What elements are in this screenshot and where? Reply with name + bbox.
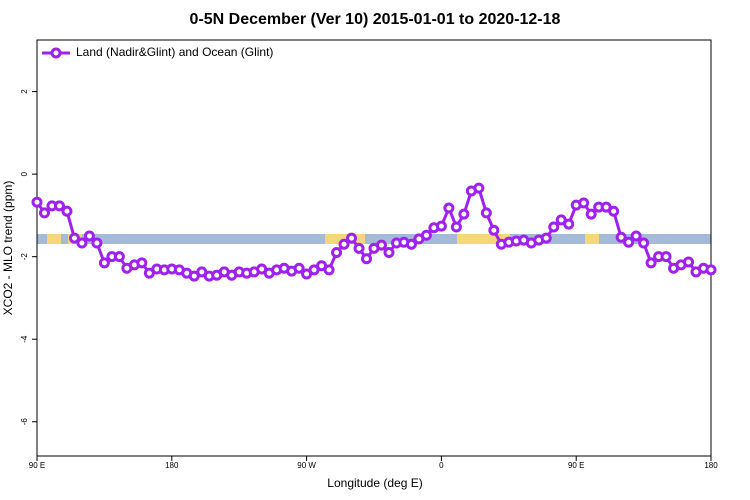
data-point — [113, 251, 125, 263]
y-tick-label: -6 — [20, 418, 29, 426]
data-point — [578, 197, 590, 209]
data-point — [450, 221, 462, 233]
y-tick-label: 2 — [20, 89, 29, 94]
data-point — [623, 236, 635, 248]
legend-label: Land (Nadir&Glint) and Ocean (Glint) — [76, 45, 273, 59]
data-point — [76, 237, 88, 249]
x-tick-label: 0 — [439, 461, 444, 470]
data-point — [473, 182, 485, 194]
chart-title: 0-5N December (Ver 10) 2015-01-01 to 202… — [190, 11, 561, 28]
data-point — [458, 208, 470, 220]
legend: Land (Nadir&Glint) and Ocean (Glint) — [42, 45, 273, 59]
legend-marker — [50, 47, 62, 59]
data-point — [638, 237, 650, 249]
data-point — [443, 202, 455, 214]
data-point — [563, 218, 575, 230]
data-point — [98, 257, 110, 269]
ocean-band — [37, 234, 711, 244]
data-point — [615, 231, 627, 243]
surface-band — [37, 234, 711, 244]
data-point — [68, 232, 80, 244]
data-point — [31, 196, 43, 208]
data-point — [38, 207, 50, 219]
x-tick-label: 90 E — [29, 461, 45, 470]
x-tick-label: 180 — [704, 461, 718, 470]
data-point — [488, 224, 500, 236]
y-tick-label: -4 — [20, 335, 29, 343]
land-band — [47, 234, 61, 244]
data-point — [548, 221, 560, 233]
land-band — [457, 234, 510, 244]
data-point — [645, 257, 657, 269]
data-point — [705, 264, 717, 276]
data-point — [346, 232, 358, 244]
data-point — [480, 207, 492, 219]
data-point — [293, 262, 305, 274]
x-axis-label: Longitude (deg E) — [327, 476, 422, 490]
data-point — [91, 237, 103, 249]
data-point — [83, 230, 95, 242]
data-point — [435, 220, 447, 232]
data-point — [61, 205, 73, 217]
y-axis-label: XCO2 - MLO trend (ppm) — [1, 181, 15, 316]
data-point — [585, 208, 597, 220]
data-point — [683, 256, 695, 268]
x-tick-label: 90 E — [568, 461, 584, 470]
data-point — [353, 242, 365, 254]
land-band — [585, 234, 599, 244]
data-point — [136, 257, 148, 269]
data-point — [375, 239, 387, 251]
y-tick-label: 0 — [20, 171, 29, 176]
y-tick-label: -2 — [20, 253, 29, 261]
data-point — [331, 247, 343, 259]
data-point — [540, 232, 552, 244]
data-point — [660, 251, 672, 263]
data-point — [383, 247, 395, 259]
x-tick-label: 90 W — [297, 461, 316, 470]
data-point — [53, 200, 65, 212]
plot-frame — [36, 39, 712, 457]
x-tick-label: 180 — [165, 461, 179, 470]
data-point — [420, 229, 432, 241]
data-point — [338, 238, 350, 250]
data-point — [405, 238, 417, 250]
data-point — [361, 253, 373, 265]
data-point — [608, 205, 620, 217]
data-point — [323, 264, 335, 276]
data-point — [630, 230, 642, 242]
